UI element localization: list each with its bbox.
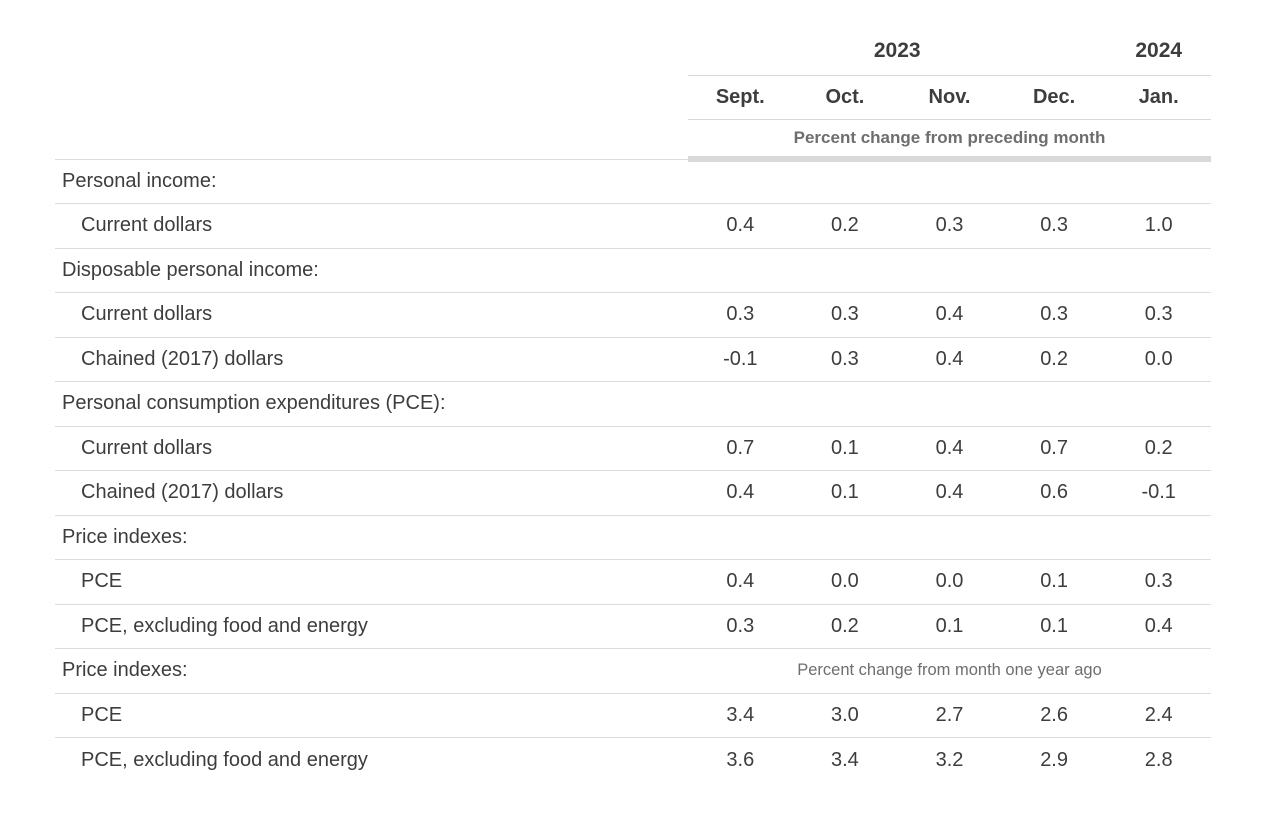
row-label: Current dollars [81,214,213,237]
units-note-year-ago: Percent change from month one year ago [797,661,1102,680]
table-row: Chained (2017) dollars 0.4 0.1 0.4 0.6 -… [55,470,1211,516]
table-body: Personal income: Current dollars 0.4 0.2… [55,159,1211,782]
cell-value: -0.1 [723,347,758,370]
year-header-row: 2023 2024 [55,28,1211,76]
table-row: Current dollars 0.3 0.3 0.4 0.3 0.3 [55,292,1211,338]
cell-value: 0.3 [726,303,755,326]
table-row: Current dollars 0.7 0.1 0.4 0.7 0.2 [55,426,1211,471]
units-note-spacer [55,119,688,159]
cell-value: 0.3 [830,347,859,370]
month-header-sept: Sept. [688,75,793,120]
cell-value: 3.0 [830,703,859,726]
year-header-2023: 2023 [688,28,1107,76]
month-header-jan: Jan. [1106,75,1211,120]
table-row: PCE, excluding food and energy 0.3 0.2 0… [55,604,1211,649]
table-row: Current dollars 0.4 0.2 0.3 0.3 1.0 [55,203,1211,249]
cell-value: 0.4 [726,570,755,593]
cell-value: 3.6 [726,748,755,771]
month-header-dec: Dec. [1001,75,1107,120]
section-label: Personal consumption expenditures (PCE): [62,392,446,415]
cell-value: 0.4 [1144,614,1173,637]
row-label: PCE [81,703,123,726]
section-row: Price indexes: [55,515,1211,560]
empty-cell [688,248,1211,293]
cell-value: 0.1 [935,614,964,637]
cell-value: 0.2 [830,214,859,237]
month-header-oct: Oct. [792,75,898,120]
cell-value: 0.3 [1144,570,1173,593]
row-label: Chained (2017) dollars [81,347,284,370]
cell-value: 0.4 [935,481,964,504]
cell-value: 0.3 [1144,303,1173,326]
cell-value: 0.4 [726,481,755,504]
table-header: 2023 2024 Sept. Oct. Nov. Dec. Jan. Perc… [55,28,1211,162]
cell-value: 0.2 [1144,436,1173,459]
cell-value: 0.3 [1040,303,1068,326]
cell-value: 0.4 [935,347,964,370]
cell-value: 0.1 [1040,614,1068,637]
cell-value: 0.4 [935,436,964,459]
cell-value: 0.2 [830,614,859,637]
cell-value: 0.0 [830,570,859,593]
section-label: Price indexes: [62,659,188,682]
cell-value: 0.2 [1040,347,1068,370]
empty-cell [688,159,1211,204]
cell-value: 0.0 [935,570,964,593]
cell-value: 3.4 [726,703,755,726]
row-label: Current dollars [81,436,213,459]
table-row: PCE, excluding food and energy 3.6 3.4 3… [55,737,1211,783]
month-header-row: Sept. Oct. Nov. Dec. Jan. [55,75,1211,120]
cell-value: 0.7 [726,436,755,459]
empty-cell [688,382,1211,427]
cell-value: 2.4 [1144,703,1173,726]
personal-income-table: 2023 2024 Sept. Oct. Nov. Dec. Jan. Perc… [55,28,1211,782]
cell-value: 0.4 [935,303,964,326]
units-note-preceding-month: Percent change from preceding month [688,119,1211,162]
table-row: PCE 3.4 3.0 2.7 2.6 2.4 [55,693,1211,738]
cell-value: 0.3 [1040,214,1068,237]
table-row: PCE 0.4 0.0 0.0 0.1 0.3 [55,559,1211,605]
row-label: PCE [81,570,123,593]
cell-value: 2.9 [1040,748,1068,771]
cell-value: 0.1 [830,436,859,459]
cell-value: 2.8 [1144,748,1173,771]
section-label: Disposable personal income: [62,258,319,281]
row-label: Current dollars [81,303,213,326]
cell-value: 0.6 [1040,481,1068,504]
table-container: 2023 2024 Sept. Oct. Nov. Dec. Jan. Perc… [55,28,1211,782]
section-row: Personal income: [55,159,1211,204]
cell-value: 0.0 [1144,347,1173,370]
row-label: Chained (2017) dollars [81,481,284,504]
empty-cell [688,515,1211,560]
year-header-spacer [55,28,688,75]
section-label: Price indexes: [62,525,188,548]
section-row: Disposable personal income: [55,248,1211,293]
cell-value: 0.7 [1040,436,1068,459]
section-row: Personal consumption expenditures (PCE): [55,381,1211,427]
cell-value: 3.2 [935,748,964,771]
cell-value: -0.1 [1141,481,1176,504]
month-header-nov: Nov. [897,75,1002,120]
row-label: PCE, excluding food and energy [81,614,368,637]
cell-value: 2.6 [1040,703,1068,726]
cell-value: 0.3 [726,614,755,637]
section-row-with-note: Price indexes: Percent change from month… [55,648,1211,694]
year-header-2024: 2024 [1106,28,1211,76]
row-label: PCE, excluding food and energy [81,748,368,771]
cell-value: 2.7 [935,703,964,726]
cell-value: 0.3 [830,303,859,326]
table-row: Chained (2017) dollars -0.1 0.3 0.4 0.2 … [55,337,1211,382]
month-header-spacer [55,75,688,119]
cell-value: 0.4 [726,214,755,237]
units-note-row: Percent change from preceding month [55,119,1211,162]
section-label: Personal income: [62,169,217,192]
cell-value: 3.4 [830,748,859,771]
cell-value: 0.3 [935,214,964,237]
cell-value: 0.1 [830,481,859,504]
cell-value: 0.1 [1040,570,1068,593]
cell-value: 1.0 [1144,214,1173,237]
